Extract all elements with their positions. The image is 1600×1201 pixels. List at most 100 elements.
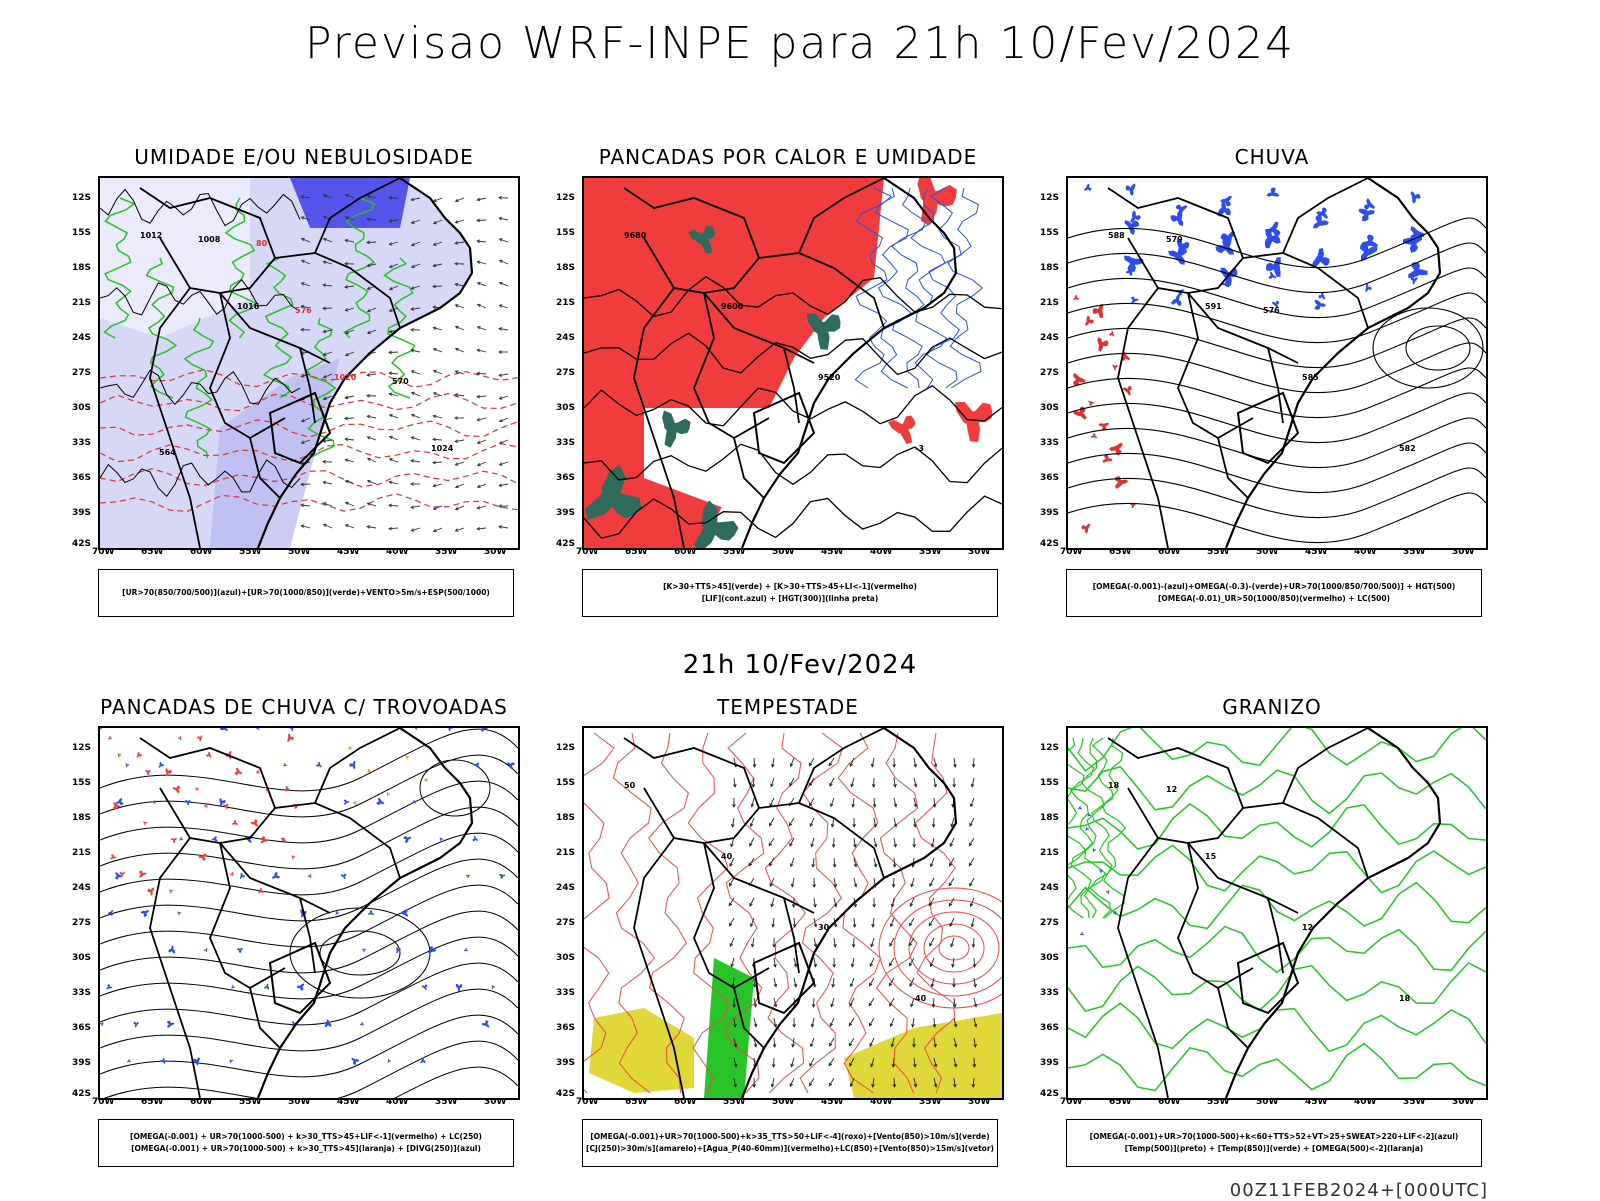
state-border xyxy=(268,391,332,465)
country-border xyxy=(1187,842,1299,914)
panel-title: PANCADAS POR CALOR E UMIDADE xyxy=(598,145,978,169)
contour-label: 585 xyxy=(1302,373,1319,382)
forecast-map: 50 40 30 40 xyxy=(582,726,1004,1100)
lon-tick-label: 70W xyxy=(576,547,599,557)
lat-tick-label: 36S xyxy=(556,1023,576,1033)
lat-tick-label: 36S xyxy=(556,473,576,483)
lat-tick-label: 18S xyxy=(72,263,92,273)
contour-label: 1012 xyxy=(140,231,162,240)
lon-tick-label: 55W xyxy=(239,1097,262,1107)
lon-tick-label: 65W xyxy=(1109,1097,1132,1107)
lat-tick-label: 33S xyxy=(556,988,576,998)
contour-label: 12 xyxy=(1166,785,1177,794)
contour-label: 9600 xyxy=(721,302,744,311)
contour-label: 12 xyxy=(1302,923,1313,932)
forecast-map: 9680 9600 9520 -3 xyxy=(582,176,1004,550)
lat-tick-label: 42S xyxy=(1040,539,1060,549)
legend-line: [OMEGA(-0.001)+UR>70(1000-500)+k<60+TTS>… xyxy=(1089,1132,1459,1141)
state-border xyxy=(752,391,816,465)
lon-tick-label: 35W xyxy=(435,547,458,557)
lat-tick-label: 15S xyxy=(556,228,576,238)
lat-tick-label: 15S xyxy=(72,778,92,788)
country-border xyxy=(314,178,401,254)
country-border xyxy=(139,737,277,844)
lon-tick-label: 40W xyxy=(870,547,893,557)
panel-title: CHUVA xyxy=(1234,145,1310,169)
country-border xyxy=(299,347,316,424)
country-border xyxy=(1117,287,1169,548)
contour-label: 40 xyxy=(915,994,927,1003)
lat-tick-label: 24S xyxy=(556,333,576,343)
contour-label: 9680 xyxy=(624,231,647,240)
lon-tick-label: 70W xyxy=(1060,547,1083,557)
lat-tick-label: 15S xyxy=(1040,778,1060,788)
legend-line: [OMEGA(-0.001) + UR>70(1000-500) + k>30_… xyxy=(131,1144,481,1153)
lat-tick-label: 21S xyxy=(556,848,576,858)
lon-tick-label: 45W xyxy=(337,1097,360,1107)
lon-tick-label: 30W xyxy=(484,1097,507,1107)
lat-tick-label: 42S xyxy=(72,539,92,549)
lat-tick-label: 27S xyxy=(1040,368,1060,378)
lon-tick-label: 30W xyxy=(968,1097,991,1107)
lat-tick-label: 12S xyxy=(72,743,92,753)
contour-label: 579 xyxy=(1166,235,1183,244)
panel-chuva: CHUVA 12S 15S 18S 21S 24S 27S 30S 33S 36S 39S 42S 70… xyxy=(1022,145,1488,635)
panel-granizo: GRANIZO 12S 15S 18S 21S 24S 27S 30S 33S 36S 39S 42S… xyxy=(1022,695,1488,1185)
lat-tick-label: 36S xyxy=(1040,1023,1060,1033)
lon-tick-label: 40W xyxy=(870,1097,893,1107)
contour-label: 15 xyxy=(1205,852,1217,861)
country-border xyxy=(733,987,765,1049)
contour-label: 40 xyxy=(721,852,733,861)
panel-title: UMIDADE E/OU NEBULOSIDADE xyxy=(134,145,474,169)
country-border xyxy=(1282,728,1369,804)
lon-tick-label: 50W xyxy=(772,1097,795,1107)
lat-tick-label: 12S xyxy=(556,743,576,753)
lon-tick-label: 35W xyxy=(1403,1097,1426,1107)
lon-tick-label: 40W xyxy=(1354,547,1377,557)
lat-tick-label: 30S xyxy=(556,403,576,413)
lon-tick-label: 45W xyxy=(1305,1097,1328,1107)
lat-tick-label: 27S xyxy=(556,368,576,378)
legend-line: [K>30+TTS>45](verde) + [K>30+TTS>45+LI<-… xyxy=(663,582,917,591)
country-border xyxy=(219,292,331,364)
panel-umidade: UMIDADE E/OU NEBULOSIDADE 12S 15S 18S 21S 24S… xyxy=(54,145,520,635)
panel-title: TEMPESTADE xyxy=(717,695,859,719)
country-border xyxy=(633,837,685,1098)
lat-tick-label: 24S xyxy=(1040,333,1060,343)
country-border xyxy=(159,237,286,440)
lat-tick-label: 21S xyxy=(72,298,92,308)
lon-tick-label: 45W xyxy=(821,1097,844,1107)
contour-label: 588 xyxy=(1108,231,1125,240)
map-canvas: 50 40 30 40 xyxy=(584,728,1002,1098)
country-border xyxy=(1107,737,1245,844)
lat-tick-label: 39S xyxy=(1040,1058,1060,1068)
lon-tick-label: 35W xyxy=(919,1097,942,1107)
legend-line: [UR>70(850/700/500)](azul)+[UR>70(1000/8… xyxy=(122,588,490,597)
lon-tick-label: 45W xyxy=(821,547,844,557)
country-border xyxy=(758,802,885,879)
lon-tick-label: 60W xyxy=(674,547,697,557)
lon-tick-label: 30W xyxy=(1452,547,1475,557)
lon-tick-label: 55W xyxy=(239,547,262,557)
lon-tick-label: 50W xyxy=(288,1097,311,1107)
country-border xyxy=(758,252,885,329)
panel-legend: [UR>70(850/700/500)](azul)+[UR>70(1000/8… xyxy=(98,569,514,617)
lat-tick-label: 36S xyxy=(1040,473,1060,483)
panel-pancadas-calor: PANCADAS POR CALOR E UMIDADE 12S 15S 18S 21S… xyxy=(538,145,1004,635)
lat-tick-label: 39S xyxy=(1040,508,1060,518)
country-border xyxy=(783,897,800,974)
lat-tick-label: 39S xyxy=(72,1058,92,1068)
state-border xyxy=(1236,391,1300,465)
map-canvas: 588 591 585 582 579 576 xyxy=(1068,178,1486,548)
lon-tick-label: 30W xyxy=(484,547,507,557)
legend-line: [CJ(250)>30m/s](amarelo)+[Agua_P(40-60mm… xyxy=(586,1144,994,1153)
lon-tick-label: 60W xyxy=(190,547,213,557)
lat-tick-label: 42S xyxy=(1040,1089,1060,1099)
coastline xyxy=(740,178,958,548)
lon-tick-label: 55W xyxy=(723,547,746,557)
country-border xyxy=(149,287,201,548)
lat-tick-label: 18S xyxy=(556,263,576,273)
lat-tick-label: 18S xyxy=(1040,813,1060,823)
panel-legend: [OMEGA(-0.001)+UR>70(1000-500)+k<60+TTS>… xyxy=(1066,1119,1482,1167)
lat-tick-label: 15S xyxy=(1040,228,1060,238)
